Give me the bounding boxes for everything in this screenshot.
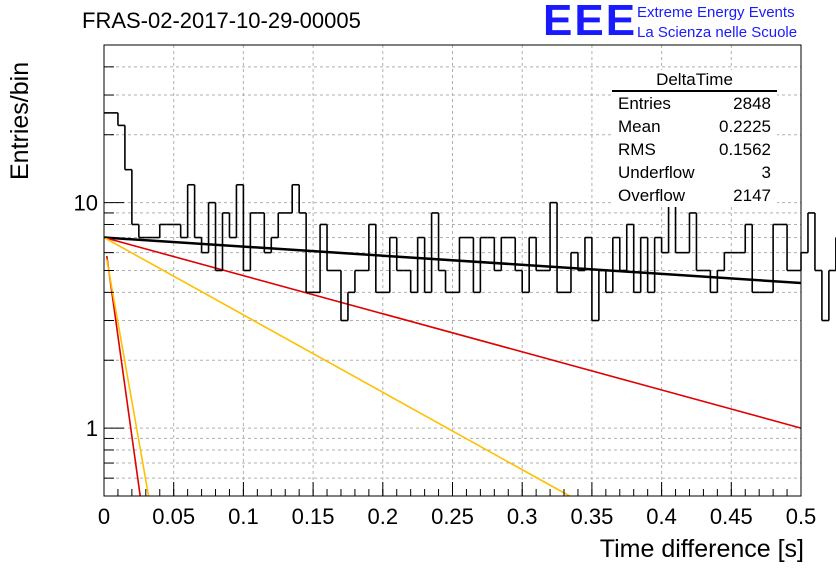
eee-logo: EEE [543,0,638,45]
x-tick-label: 0.5 [786,504,817,529]
x-tick-label: 0.25 [431,504,474,529]
x-tick-label: 0.45 [710,504,753,529]
chart-title: FRAS-02-2017-10-29-00005 [82,8,361,33]
x-tick-label: 0 [98,504,110,529]
x-axis-label: Time difference [s] [599,535,804,563]
x-tick-label: 0.3 [507,504,538,529]
series-layer [103,236,802,497]
logo-tagline-1: Extreme Energy Events [637,4,795,21]
fit-line [103,236,570,497]
stats-label: RMS [618,140,656,159]
x-tick-label: 0.1 [228,504,259,529]
stats-row-rms: RMS 0.1562 [612,138,777,161]
stats-row-entries: Entries 2848 [612,92,777,115]
stats-box: DeltaTime Entries 2848 Mean 0.2225 RMS 0… [612,70,777,207]
x-tick-label: 0.4 [646,504,677,529]
stats-title: DeltaTime [612,70,777,92]
stats-value: 0.1562 [719,140,771,159]
stats-row-underflow: Underflow 3 [612,161,777,184]
stats-label: Entries [618,94,671,113]
fit-line [103,236,802,429]
x-tick-label: 0.2 [368,504,399,529]
x-tick-label: 0.05 [152,504,195,529]
fit-line [106,255,141,497]
tick-layer [103,44,802,497]
stats-label: Underflow [618,163,695,182]
fit-line [103,236,802,285]
x-tick-label: 0.15 [292,504,335,529]
stats-row-overflow: Overflow 2147 [612,184,777,207]
stats-label: Mean [618,117,661,136]
stats-value: 0.2225 [719,117,771,136]
y-tick-label: 10 [74,191,98,216]
stats-value: 3 [761,163,771,182]
x-tick-label: 0.35 [570,504,613,529]
logo-tagline-2: La Scienza nelle Scuole [637,24,798,41]
stats-row-mean: Mean 0.2225 [612,115,777,138]
y-tick-label: 1 [86,416,98,441]
tick-label-layer: 0 0.05 0.1 0.15 0.2 0.25 0.3 0.35 0.4 0.45 0.5 1 10 [74,191,817,529]
stats-value: 2848 [733,94,771,113]
stats-label: Overflow [618,186,686,205]
y-axis-label: Entries/bin [6,61,34,180]
stats-value: 2147 [733,186,771,205]
fit-line [106,259,150,497]
histogram-layer [104,112,836,322]
